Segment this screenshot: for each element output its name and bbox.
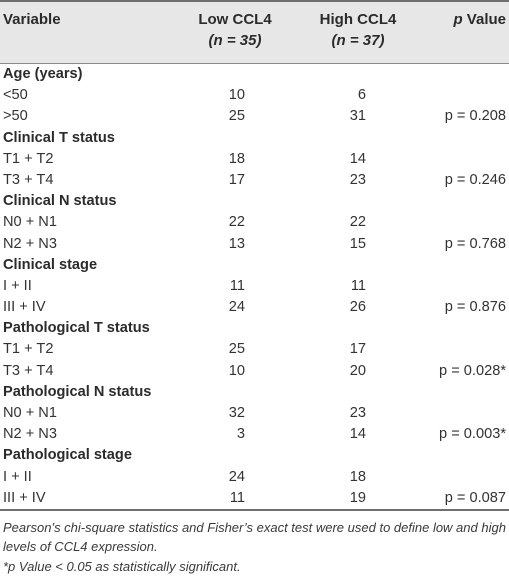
header-rule: [0, 63, 509, 64]
header-low-n: (n = 35): [208, 32, 262, 49]
low-ccl4-count: 11: [229, 489, 245, 506]
high-ccl4-count: 31: [349, 108, 366, 125]
high-ccl4-count: 17: [349, 341, 366, 358]
low-ccl4-count: 17: [228, 171, 245, 188]
footnote-significance: *p Value < 0.05 as statistically signifi…: [3, 558, 241, 574]
table-body: Age (years) <50 10 6 >50 25 31 p = 0.208 Clinica…: [0, 64, 509, 509]
header-high-label: High CCL4: [319, 11, 397, 28]
group-label: Clinical stage: [3, 256, 98, 273]
header-p-rest: Value: [462, 11, 506, 28]
low-ccl4-count: 32: [228, 405, 245, 421]
table-row: I + II 11 11: [0, 276, 509, 297]
low-ccl4-count: 3: [236, 426, 245, 443]
row-label: N2 + N3: [3, 235, 57, 252]
group-label: Age (years): [3, 66, 83, 82]
p-value: p = 0.028*: [439, 362, 506, 379]
low-ccl4-count: 22: [228, 214, 245, 231]
row-label: I + II: [3, 277, 32, 294]
p-value: p = 0.087: [444, 489, 506, 506]
row-label: I + II: [3, 468, 32, 485]
p-value: p = 0.768: [444, 235, 506, 252]
row-label: >50: [3, 108, 28, 125]
p-value: p = 0.208: [444, 108, 506, 125]
high-ccl4-count: 11: [350, 277, 366, 294]
table-row: N2 + N3 3 14 p = 0.003*: [0, 424, 509, 445]
footnote-methods: Pearson’s chi-square statistics and Fish…: [3, 519, 506, 555]
low-ccl4-count: 25: [228, 108, 245, 125]
group-label: Clinical N status: [3, 193, 117, 210]
low-ccl4-count: 25: [228, 341, 245, 358]
low-ccl4-count: 24: [228, 468, 245, 485]
high-ccl4-count: 15: [349, 235, 366, 252]
header-low-label: Low CCL4: [198, 11, 272, 28]
p-value: p = 0.246: [444, 171, 506, 188]
row-label: III + IV: [3, 299, 46, 316]
group-header-row: Clinical N status: [0, 191, 509, 212]
table-row: N0 + N1 32 23: [0, 403, 509, 424]
row-label: T3 + T4: [3, 171, 54, 188]
group-header-row: Clinical T status: [0, 128, 509, 149]
row-label: T1 + T2: [3, 150, 54, 167]
group-label: Pathological T status: [3, 320, 150, 337]
row-label: N0 + N1: [3, 405, 57, 421]
table-row: T3 + T4 10 20 p = 0.028*: [0, 361, 509, 382]
table-row: N0 + N1 22 22: [0, 212, 509, 233]
low-ccl4-count: 11: [229, 277, 245, 294]
high-ccl4-count: 19: [349, 489, 366, 506]
high-ccl4-count: 20: [349, 362, 366, 379]
table-header: Variable Low CCL4 (n = 35) High CCL4 (n …: [0, 2, 509, 63]
header-high-ccl4: High CCL4 (n = 37): [313, 9, 403, 51]
table-row: T1 + T2 18 14: [0, 149, 509, 170]
group-header-row: Clinical stage: [0, 255, 509, 276]
group-header-row: Pathological N status: [0, 382, 509, 403]
group-label: Pathological N status: [3, 383, 152, 400]
row-label: N0 + N1: [3, 214, 57, 231]
high-ccl4-count: 6: [357, 87, 366, 104]
row-label: T1 + T2: [3, 341, 54, 358]
row-label: <50: [3, 87, 28, 104]
table-row: III + IV 11 19 p = 0.087: [0, 488, 509, 509]
table-row: <50 10 6: [0, 85, 509, 106]
header-p-value: p Value: [453, 9, 506, 30]
high-ccl4-count: 14: [349, 150, 366, 167]
low-ccl4-count: 24: [228, 299, 245, 316]
high-ccl4-count: 23: [349, 171, 366, 188]
high-ccl4-count: 22: [349, 214, 366, 231]
p-value: p = 0.003*: [439, 426, 506, 443]
low-ccl4-count: 10: [228, 87, 245, 104]
table-row: N2 + N3 13 15 p = 0.768: [0, 234, 509, 255]
group-label: Clinical T status: [3, 129, 115, 146]
group-header-row: Pathological stage: [0, 445, 509, 466]
table-row: I + II 24 18: [0, 467, 509, 488]
group-header-row: Pathological T status: [0, 318, 509, 339]
top-rule: [0, 0, 509, 2]
header-p-italic: p: [453, 11, 463, 28]
high-ccl4-count: 14: [349, 426, 366, 443]
high-ccl4-count: 23: [349, 405, 366, 421]
group-label: Pathological stage: [3, 447, 132, 464]
header-low-ccl4: Low CCL4 (n = 35): [193, 9, 277, 51]
header-high-n: (n = 37): [331, 32, 385, 49]
header-variable: Variable: [3, 11, 61, 28]
p-value: p = 0.876: [444, 299, 506, 316]
low-ccl4-count: 18: [228, 150, 245, 167]
low-ccl4-count: 10: [228, 362, 245, 379]
table-row: T1 + T2 25 17: [0, 339, 509, 360]
table-row: >50 25 31 p = 0.208: [0, 106, 509, 127]
row-label: T3 + T4: [3, 362, 54, 379]
high-ccl4-count: 26: [349, 299, 366, 316]
bottom-rule: [0, 508, 509, 511]
group-header-row: Age (years): [0, 64, 509, 85]
row-label: N2 + N3: [3, 426, 57, 443]
table-row: T3 + T4 17 23 p = 0.246: [0, 170, 509, 191]
low-ccl4-count: 13: [228, 235, 245, 252]
table-row: III + IV 24 26 p = 0.876: [0, 297, 509, 318]
high-ccl4-count: 18: [349, 468, 366, 485]
table-footnotes: Pearson’s chi-square statistics and Fish…: [0, 511, 509, 576]
row-label: III + IV: [3, 489, 46, 506]
